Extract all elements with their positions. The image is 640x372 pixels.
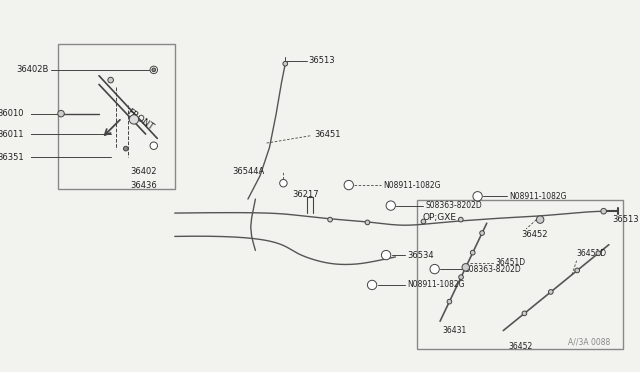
- Circle shape: [447, 299, 452, 304]
- Circle shape: [108, 77, 113, 83]
- Circle shape: [280, 179, 287, 187]
- Circle shape: [150, 142, 157, 150]
- Circle shape: [367, 280, 377, 290]
- Text: 36451D: 36451D: [577, 249, 607, 258]
- Circle shape: [283, 61, 287, 66]
- Bar: [58, 44, 175, 189]
- Text: N: N: [370, 282, 374, 288]
- Circle shape: [480, 231, 484, 235]
- Text: S: S: [433, 267, 436, 272]
- Circle shape: [470, 250, 475, 255]
- Circle shape: [459, 275, 463, 279]
- Circle shape: [421, 219, 426, 224]
- Circle shape: [386, 201, 396, 210]
- Text: N08911-1082G: N08911-1082G: [408, 280, 465, 289]
- Circle shape: [328, 217, 332, 222]
- Circle shape: [58, 110, 64, 117]
- Text: 36544A: 36544A: [232, 167, 265, 176]
- Text: N: N: [476, 194, 479, 199]
- Circle shape: [381, 250, 391, 260]
- Text: 36451: 36451: [314, 130, 340, 139]
- Circle shape: [150, 66, 157, 74]
- Circle shape: [344, 180, 353, 190]
- Text: 36513: 36513: [308, 57, 335, 65]
- Text: 36011: 36011: [0, 129, 24, 138]
- Text: N08911-1082G: N08911-1082G: [383, 180, 441, 190]
- Text: 36431: 36431: [442, 326, 466, 335]
- Text: 36217: 36217: [292, 190, 319, 199]
- Circle shape: [462, 264, 470, 271]
- Circle shape: [575, 268, 580, 273]
- Circle shape: [124, 146, 128, 151]
- Text: 36010: 36010: [0, 109, 24, 118]
- Text: 36402: 36402: [131, 167, 157, 176]
- Text: FRONT: FRONT: [125, 108, 155, 132]
- Text: 36534: 36534: [408, 251, 434, 260]
- Text: 36452: 36452: [508, 342, 532, 351]
- Circle shape: [129, 115, 139, 124]
- Text: 36513: 36513: [612, 215, 639, 224]
- Circle shape: [522, 311, 527, 316]
- Circle shape: [458, 217, 463, 222]
- Circle shape: [596, 251, 600, 256]
- Circle shape: [152, 68, 156, 72]
- Circle shape: [473, 192, 483, 201]
- Circle shape: [601, 208, 607, 214]
- Text: 36351: 36351: [0, 153, 24, 162]
- Text: 36452: 36452: [522, 230, 548, 239]
- Circle shape: [536, 216, 544, 223]
- Text: S: S: [389, 203, 392, 208]
- Text: N: N: [347, 183, 351, 187]
- Text: N08911-1082G: N08911-1082G: [509, 192, 567, 201]
- Text: OP;GXE: OP;GXE: [422, 213, 456, 222]
- Circle shape: [430, 264, 439, 274]
- Circle shape: [548, 289, 553, 294]
- Text: S08363-8202D: S08363-8202D: [426, 201, 482, 210]
- Text: A//3A 0088: A//3A 0088: [568, 337, 610, 347]
- Text: 36402B: 36402B: [17, 65, 49, 74]
- Text: S08363-8202D: S08363-8202D: [465, 264, 521, 273]
- Bar: [417, 200, 623, 349]
- Text: 36436: 36436: [131, 180, 157, 190]
- Text: 36451D: 36451D: [495, 258, 525, 267]
- Circle shape: [365, 220, 370, 225]
